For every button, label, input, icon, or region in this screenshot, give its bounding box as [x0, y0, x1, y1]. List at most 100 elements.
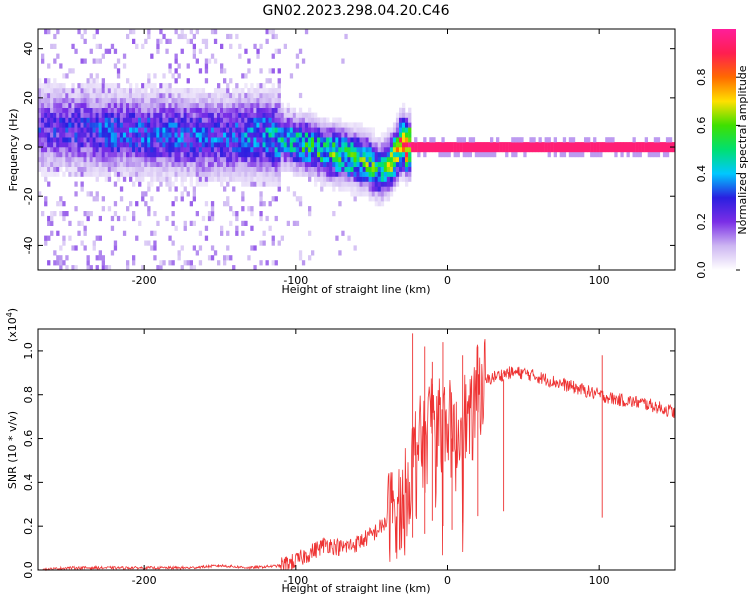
spectrogram-cell: [268, 176, 272, 182]
spectrogram-cell: [162, 102, 166, 108]
spectrogram-cell: [344, 161, 348, 167]
spectrogram-cell: [241, 220, 245, 226]
spectrogram-cell: [356, 156, 360, 163]
spectrogram-cell: [265, 166, 269, 172]
spectrogram-cell: [347, 137, 351, 143]
spectrogram-cell: [323, 166, 327, 172]
spectrogram-cell: [362, 191, 366, 197]
spectrogram-cell: [593, 137, 597, 143]
spectrogram-cell: [204, 201, 209, 207]
spectrogram-cell: [44, 152, 48, 158]
spectrogram-cell: [44, 83, 48, 89]
spectrogram-cell: [423, 152, 427, 158]
spectrogram-cell: [198, 156, 203, 163]
spectrogram-cell: [368, 142, 372, 148]
spectrogram-cell: [238, 43, 242, 49]
spectrogram-cell: [174, 156, 178, 163]
spectrogram-cell: [129, 97, 133, 104]
spectrogram-cell: [377, 152, 381, 158]
spectrogram-cell: [59, 112, 63, 118]
spectrogram-cell: [59, 260, 63, 266]
spectrogram-cell: [232, 102, 236, 108]
spectrogram-cell: [220, 166, 224, 172]
spectrogram-cell: [611, 137, 615, 143]
x-tick-label: 100: [589, 574, 610, 587]
spectrogram-cell: [262, 181, 266, 187]
spectrogram-cell: [65, 137, 69, 143]
spectrogram-cell: [101, 156, 105, 163]
spectrogram-cell: [141, 83, 145, 89]
spectrogram-cell: [138, 137, 142, 143]
spectrogram-cell: [180, 176, 184, 182]
spectrogram-cell: [86, 127, 90, 133]
spectrogram-cell: [50, 88, 54, 94]
spectrogram-cell: [356, 152, 360, 158]
spectrogram-cell: [289, 137, 294, 143]
spectrogram-cell: [150, 152, 154, 158]
spectrogram-cell: [168, 97, 172, 104]
spectrogram-cell: [356, 161, 360, 167]
spectrogram-cell: [308, 211, 312, 217]
spectrogram-cell: [256, 107, 260, 113]
spectrogram-cell: [83, 92, 87, 99]
spectrogram-cell: [189, 171, 193, 177]
spectrogram-cell: [74, 181, 78, 187]
spectrogram-cell: [189, 220, 193, 226]
spectrogram-cell: [317, 122, 321, 128]
spectrogram-cell: [150, 92, 154, 99]
spectrogram-cell: [292, 171, 297, 177]
spectrogram-cell: [62, 240, 66, 246]
spectrogram-cell: [126, 166, 130, 172]
spectrogram-cell: [229, 127, 233, 133]
spectrogram-cell: [113, 88, 118, 94]
spectrogram-cell: [265, 38, 269, 44]
spectrogram-cell: [253, 147, 257, 153]
spectrogram-cell: [47, 127, 51, 133]
spectrogram-cell: [259, 161, 263, 167]
spectrogram-cell: [277, 152, 281, 158]
spectrogram-cell: [119, 137, 124, 143]
spectrogram-cell: [92, 97, 96, 104]
spectrogram-cell: [192, 92, 196, 99]
spectrogram-cell: [380, 196, 385, 202]
spectrogram-cell: [92, 88, 96, 94]
spectrogram-cell: [156, 127, 160, 133]
spectrogram-cell: [386, 171, 391, 177]
spectrogram-cell: [180, 48, 184, 54]
spectrogram-cell: [110, 142, 115, 148]
spectrogram-cell: [68, 142, 72, 148]
spectrogram-cell: [174, 92, 178, 99]
spectrogram-cell: [253, 88, 257, 94]
spectrogram-cell: [223, 255, 227, 261]
spectrogram-cell: [232, 152, 236, 158]
spectrogram-cell: [229, 206, 233, 212]
spectrogram-cell: [207, 156, 212, 163]
spectrogram-cell: [247, 102, 251, 108]
spectrogram-cell: [292, 122, 297, 128]
spectrogram-cell: [229, 117, 233, 123]
spectrogram-cell: [162, 107, 166, 113]
spectrogram-cell: [98, 97, 102, 104]
spectrogram-cell: [408, 127, 412, 133]
spectrogram-cell: [174, 78, 178, 84]
spectrogram-cell: [71, 83, 75, 89]
spectrogram-cell: [320, 156, 324, 163]
spectrogram-cell: [153, 152, 157, 158]
spectrogram-cell: [83, 166, 87, 172]
spectrogram-cell: [241, 156, 245, 163]
spectrogram-cell: [335, 117, 339, 123]
spectrogram-cell: [274, 260, 278, 266]
spectrogram-cell: [207, 211, 212, 217]
spectrogram-cell: [56, 117, 60, 123]
spectrogram-cell: [232, 142, 236, 148]
spectrogram-cell: [74, 122, 78, 128]
spectrogram-cell: [250, 176, 254, 182]
spectrogram-cell: [47, 78, 51, 84]
spectrogram-cell: [314, 181, 318, 187]
spectrogram-cell: [138, 88, 142, 94]
spectrogram-cell: [229, 142, 233, 148]
spectrogram-cell: [92, 112, 96, 118]
spectrogram-cell: [41, 117, 45, 123]
spectrogram-cell: [153, 211, 157, 217]
spectrogram-cell: [232, 147, 236, 153]
